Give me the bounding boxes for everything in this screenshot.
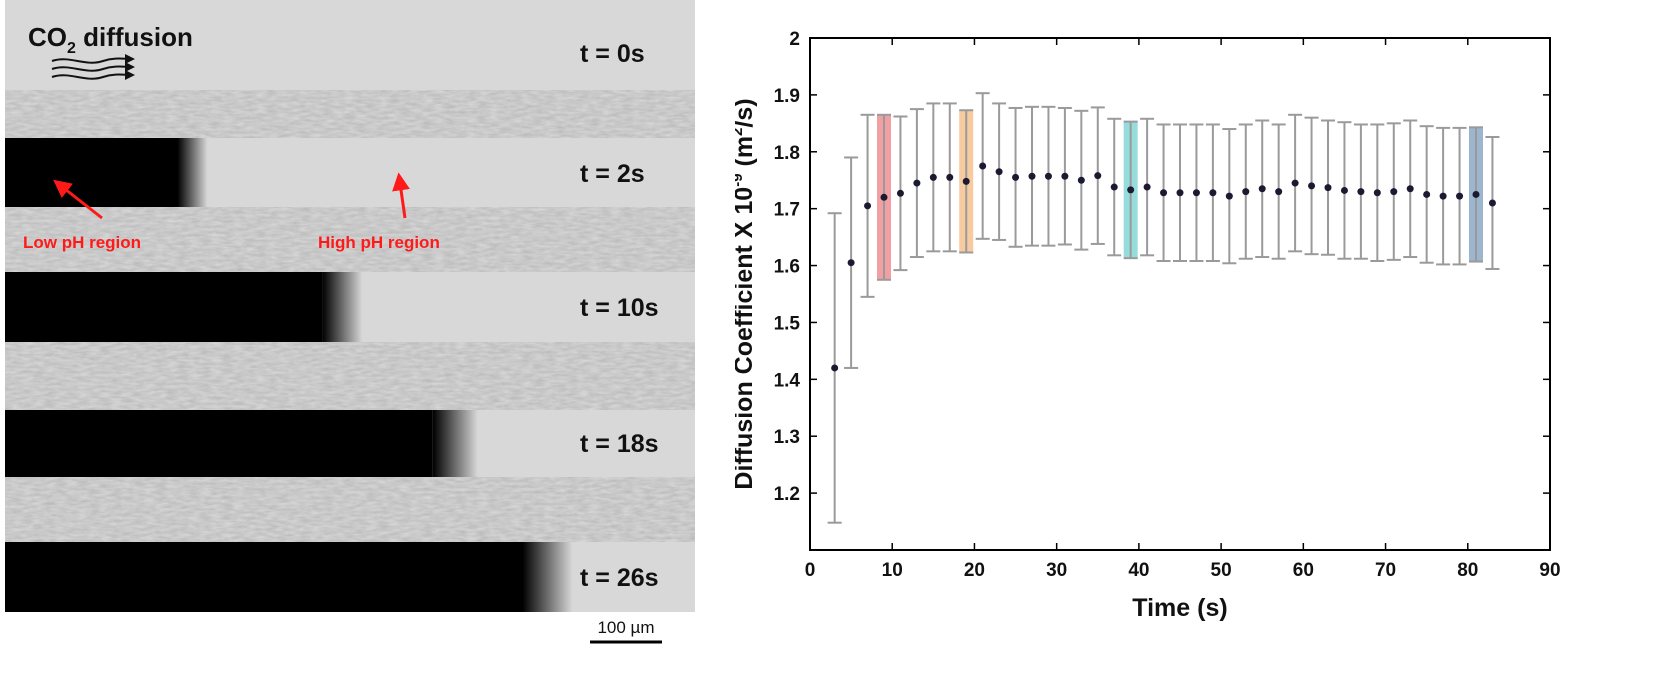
channel-t26 [5, 542, 695, 612]
data-point [1209, 189, 1217, 197]
data-point [831, 364, 839, 372]
data-point [1275, 188, 1283, 196]
data-point [1439, 192, 1447, 200]
data-point [1357, 188, 1365, 196]
data-point [913, 179, 921, 187]
y-tick-label: 2 [789, 29, 800, 50]
x-tick-label: 40 [1128, 560, 1149, 581]
high-ph-arrow-icon [392, 172, 410, 219]
data-point [1390, 188, 1398, 196]
data-point [962, 177, 970, 185]
channel-t18 [5, 410, 695, 477]
low-ph-arrow-icon [53, 179, 103, 220]
time-label: t = 2s [580, 160, 645, 188]
data-point [1061, 172, 1069, 180]
data-point [1472, 190, 1480, 198]
y-tick-label: 1.4 [774, 370, 801, 391]
porous-band [5, 477, 695, 542]
y-tick-label: 1.8 [774, 143, 800, 164]
y-tick-label: 1.2 [774, 484, 800, 505]
data-point [1291, 179, 1299, 187]
data-point [1488, 199, 1496, 207]
acid-front [5, 542, 523, 612]
acid-front-fade [322, 272, 363, 342]
data-point [1127, 186, 1135, 194]
high-ph-label: High pH region [318, 233, 440, 252]
data-point [929, 173, 937, 181]
x-tick-label: 0 [805, 560, 816, 581]
channel-t2 [5, 138, 695, 207]
time-label: t = 0s [580, 40, 645, 68]
data-point [1308, 182, 1316, 190]
x-tick-label: 10 [882, 560, 903, 581]
x-tick-label: 90 [1539, 560, 1560, 581]
data-point [1340, 186, 1348, 194]
data-point [1044, 172, 1052, 180]
diffusion-arrows-icon [51, 53, 135, 80]
data-point [1456, 192, 1464, 200]
low-ph-label: Low pH region [23, 233, 141, 252]
time-label: t = 10s [580, 294, 659, 322]
data-point [1225, 192, 1233, 200]
data-point [979, 162, 987, 170]
y-tick-label: 1.5 [774, 313, 801, 334]
data-point [896, 189, 904, 197]
data-point [1077, 176, 1085, 184]
data-point [946, 173, 954, 181]
x-tick-label: 30 [1046, 560, 1067, 581]
acid-front [5, 138, 178, 207]
data-point [1192, 189, 1200, 197]
x-tick-label: 80 [1457, 560, 1478, 581]
time-label: t = 26s [580, 564, 659, 592]
data-point [864, 202, 872, 210]
y-tick-label: 1.7 [774, 200, 800, 221]
data-point [1143, 183, 1151, 191]
acid-front [5, 272, 323, 342]
y-tick-label: 1.9 [774, 86, 800, 107]
time-label: t = 18s [580, 430, 659, 458]
y-tick-label: 1.3 [774, 427, 800, 448]
x-axis-label: Time (s) [1132, 594, 1227, 622]
acid-front-fade [177, 138, 208, 207]
data-point [1324, 184, 1332, 192]
porous-bands [5, 90, 695, 542]
data-point [1423, 190, 1431, 198]
data-point [1406, 185, 1414, 193]
data-point [1258, 185, 1266, 193]
plot-frame [809, 37, 1551, 551]
data-point [880, 193, 888, 201]
data-point [1028, 172, 1036, 180]
micrograph-panel: CO2 diffusion t = 0s t = 2s t = 10s t = … [5, 0, 695, 644]
acid-front-fade [432, 410, 478, 477]
data-point [1176, 189, 1184, 197]
diffusion-chart: 0 10 20 30 40 50 60 70 80 90 1.2 1.3 1.4 1.5 1.6 1.7 1.8… [735, 29, 1561, 622]
acid-front [5, 410, 433, 477]
co2-diffusion-title: CO2 diffusion [28, 22, 193, 57]
data-point [1242, 188, 1250, 196]
data-point [1160, 189, 1168, 197]
x-tick-label: 70 [1375, 560, 1396, 581]
y-tick-label: 1.6 [774, 257, 800, 278]
x-tick-label: 50 [1211, 560, 1232, 581]
data-point [1110, 183, 1118, 191]
data-point [1373, 189, 1381, 197]
porous-band [5, 207, 695, 272]
data-point [1094, 172, 1102, 180]
data-point [995, 168, 1003, 176]
data-point [1012, 173, 1020, 181]
acid-front-fade [522, 542, 573, 612]
x-tick-label: 60 [1293, 560, 1314, 581]
scale-bar-label: 100 µm [597, 618, 654, 637]
data-point [847, 259, 855, 267]
y-axis-label: Diffusion Coefficient X 10-9 (m2/s) [735, 98, 758, 489]
channel-t10 [5, 272, 695, 342]
porous-band [5, 90, 695, 138]
x-tick-label: 20 [964, 560, 985, 581]
porous-band [5, 342, 695, 410]
